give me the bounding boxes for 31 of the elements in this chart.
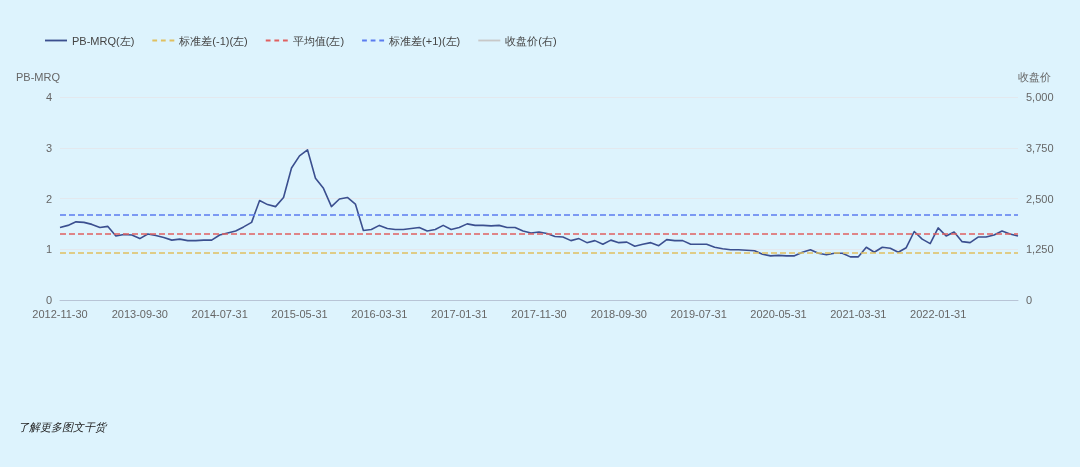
legend-label: 标准差(+1)(左) — [388, 34, 461, 47]
x-tick-label: 2013-09-30 — [111, 307, 168, 320]
text: 了解更多图文干货 — [18, 420, 106, 435]
legend-label: PB-MRQ(左) — [72, 34, 135, 47]
x-tick-label: 2020-05-31 — [750, 307, 807, 320]
y-tick-label: 1 — [45, 243, 52, 256]
x-tick-label: 2017-11-30 — [511, 307, 567, 320]
x-tick-label: 2016-03-31 — [351, 307, 408, 320]
y2-tick-label: 5,000 — [1026, 91, 1054, 103]
x-tick-label: 2012-11-30 — [32, 307, 88, 320]
legend-label: 收盘价(右) — [505, 34, 557, 47]
line-series — [59, 148, 1019, 258]
x-tick-label: 2015-05-31 — [271, 307, 328, 320]
x-tick-label: 2018-09-30 — [590, 307, 647, 320]
y-tick-label: 0 — [45, 294, 52, 306]
y2-tick-label: 2,500 — [1026, 192, 1054, 205]
y-tick-label: 3 — [45, 141, 52, 154]
y-tick-label: 2 — [45, 192, 52, 205]
y-tick-label: 4 — [45, 91, 52, 103]
x-tick-label: 2014-07-31 — [191, 307, 248, 320]
y2-tick-label: 1,250 — [1026, 243, 1054, 256]
y2-tick-label: 0 — [1026, 294, 1033, 306]
x-tick-label: 2017-01-31 — [431, 307, 488, 320]
legend-label: 标准差(-1)(左) — [178, 34, 248, 47]
y2-axis-title: 收盘价 — [1018, 70, 1051, 83]
x-tick-label: 2019-07-31 — [670, 307, 727, 320]
y2-tick-label: 3,750 — [1026, 141, 1054, 154]
legend-label: 平均值(左) — [292, 34, 345, 47]
y-axis-title: PB-MRQ — [16, 70, 61, 83]
x-tick-label: 2022-01-31 — [910, 307, 967, 320]
x-tick-label: 2021-03-31 — [830, 307, 887, 320]
